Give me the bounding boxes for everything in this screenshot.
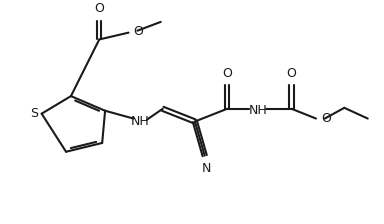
Text: O: O: [222, 67, 232, 80]
Text: NH: NH: [249, 104, 268, 117]
Text: O: O: [286, 67, 296, 80]
Text: O: O: [94, 2, 104, 15]
Text: NH: NH: [131, 115, 150, 128]
Text: O: O: [321, 112, 331, 125]
Text: S: S: [30, 107, 38, 120]
Text: O: O: [133, 25, 143, 38]
Text: N: N: [202, 162, 211, 175]
